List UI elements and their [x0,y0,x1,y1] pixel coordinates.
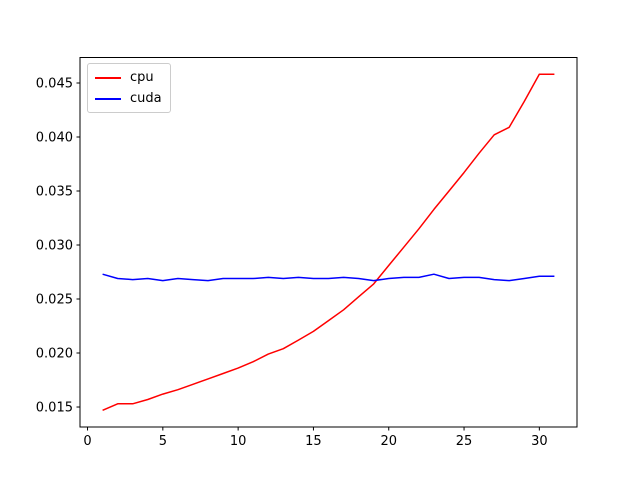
x-tick-label: 20 [380,434,397,449]
cuda-line [102,273,555,282]
y-tick-label: 0.035 [36,184,73,199]
legend-item-cuda: cuda [95,90,162,107]
y-tick-label: 0.030 [36,239,73,254]
x-tick-label: 15 [305,434,322,449]
legend: cpu cuda [87,63,171,113]
axes-frame [79,57,578,428]
x-tick-label: 5 [159,434,167,449]
y-tick-label: 0.025 [36,293,73,308]
cuda-line-sample-icon [95,97,121,100]
x-tick-label: 0 [83,434,91,449]
y-tick-label: 0.040 [36,130,73,145]
x-tick-label: 25 [456,434,473,449]
y-tick-label: 0.045 [36,76,73,91]
x-tick-label: 30 [531,434,548,449]
x-tick-label: 10 [230,434,247,449]
legend-label-cuda: cuda [130,91,162,106]
legend-item-cpu: cpu [95,69,162,86]
cpu-line [102,73,555,411]
legend-label-cpu: cpu [130,70,154,85]
y-tick-label: 0.015 [36,401,73,416]
cpu-line-sample-icon [95,76,121,79]
y-tick-label: 0.020 [36,347,73,362]
